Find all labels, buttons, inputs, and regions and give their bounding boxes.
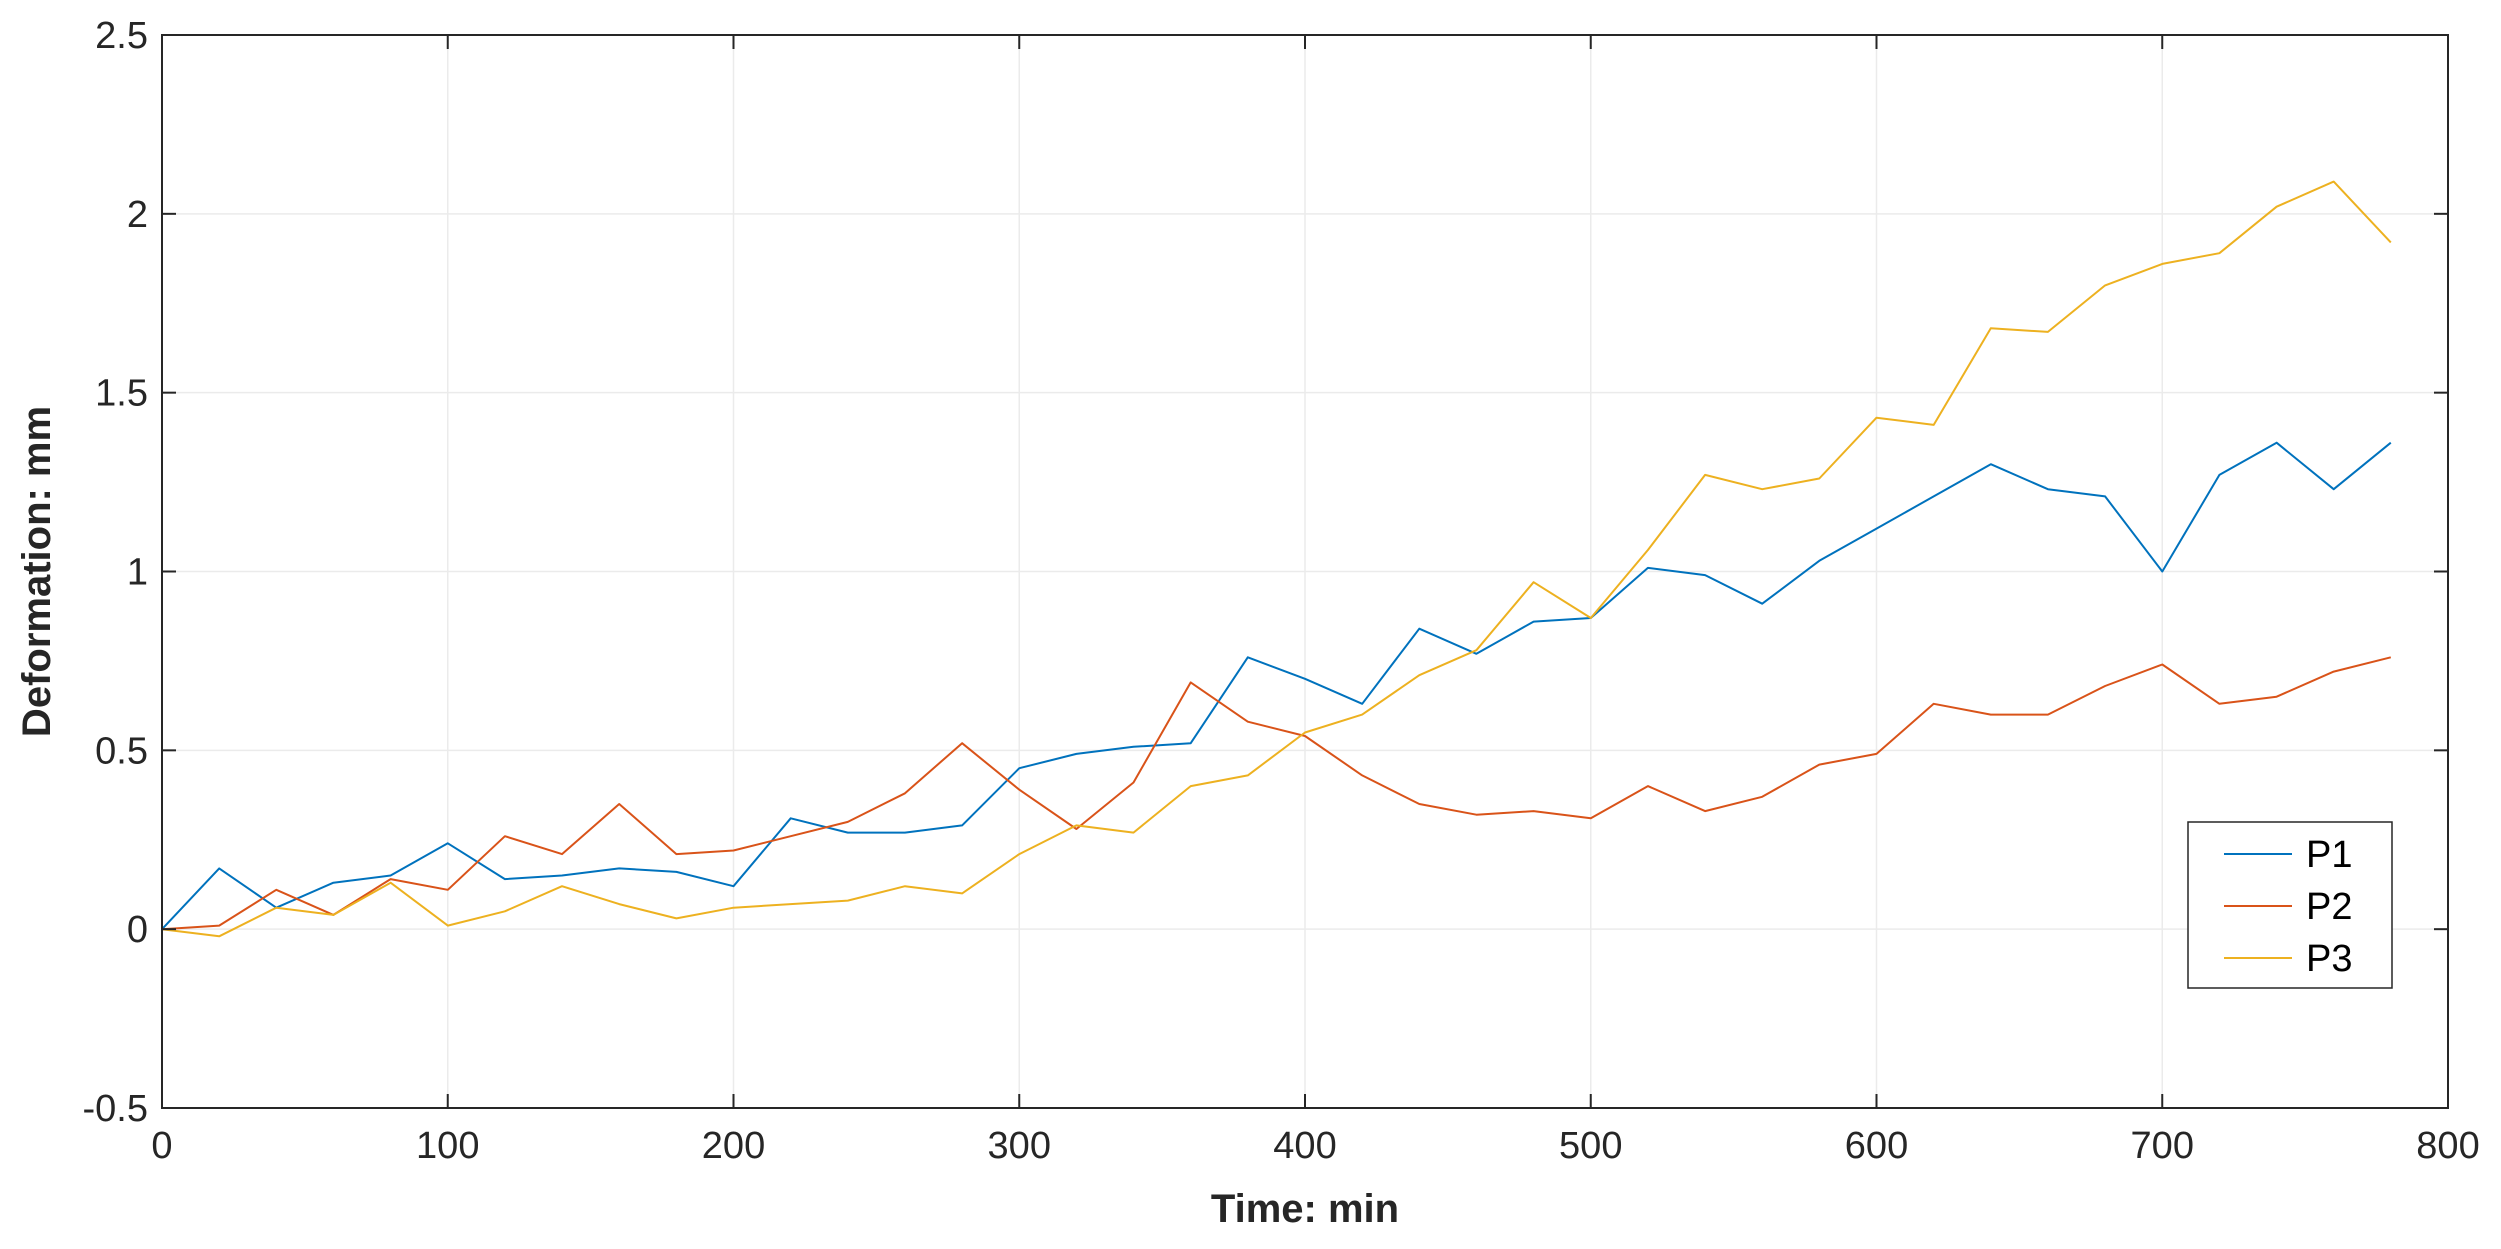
y-tick-label: 0 (127, 909, 148, 951)
legend-item-p2: P2 (2224, 886, 2352, 928)
series-lines (161, 180, 2392, 938)
legend: P1 P2 P3 (2187, 821, 2393, 989)
x-tick-label: 500 (1559, 1125, 1622, 1167)
legend-item-p3: P3 (2224, 938, 2352, 980)
y-tick-label: -0.5 (83, 1088, 148, 1130)
grid (161, 34, 2449, 1109)
y-tick-label: 1 (127, 552, 148, 594)
legend-label: P3 (2306, 938, 2352, 980)
y-tick-label: 2.5 (95, 15, 148, 57)
legend-label: P1 (2306, 834, 2352, 876)
x-tick-label: 300 (988, 1125, 1051, 1167)
legend-label: P2 (2306, 886, 2352, 928)
series-line-p2 (161, 656, 2392, 931)
y-axis-title: Deformation: mm (15, 406, 59, 737)
x-tick-label: 800 (2416, 1125, 2479, 1167)
x-tick-label: 100 (416, 1125, 479, 1167)
y-tick-label: 2 (127, 194, 148, 236)
y-tick-label: 1.5 (95, 373, 148, 415)
x-tick-label: 200 (702, 1125, 765, 1167)
legend-item-p1: P1 (2224, 834, 2352, 876)
x-axis-title: Time: min (1211, 1187, 1399, 1231)
x-tick-label: 700 (2131, 1125, 2194, 1167)
series-line-p3 (161, 180, 2392, 938)
y-tick-label: 0.5 (95, 730, 148, 772)
x-tick-label: 600 (1845, 1125, 1908, 1167)
x-tick-label: 0 (151, 1125, 172, 1167)
x-tick-label: 400 (1273, 1125, 1336, 1167)
series-line-p1 (161, 441, 2392, 930)
axis-ticks: 0 100 200 300 400 500 600 700 800-0.500.511.522.… (83, 15, 2480, 1167)
